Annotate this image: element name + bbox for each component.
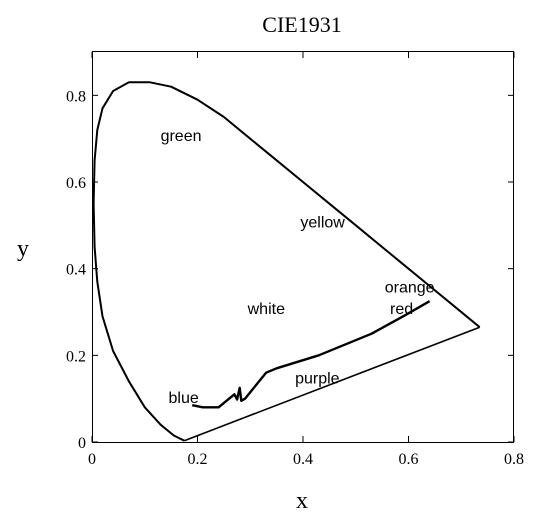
x-axis-label: x	[296, 488, 308, 514]
annotation-yellow: yellow	[300, 215, 345, 232]
series-layer	[92, 81, 481, 442]
y-tick-label: 0	[78, 435, 86, 452]
annotations: green yellow orange red white blue purple	[161, 128, 435, 407]
plot-frame	[92, 51, 514, 443]
x-tick-label: 0.2	[188, 451, 208, 468]
annotation-white: white	[247, 301, 285, 318]
annotation-orange: orange	[385, 280, 435, 297]
spectral-locus-line	[92, 81, 481, 442]
annotation-red: red	[390, 301, 413, 318]
axis-ticks: 0 0.2 0.4 0.6 0.8 0 0.2 0.4 0.6 0.8	[66, 52, 524, 468]
annotation-purple: purple	[295, 371, 340, 388]
x-tick-label: 0.4	[293, 451, 313, 468]
y-tick-label: 0.4	[66, 262, 86, 279]
chart-title: CIE1931	[262, 12, 341, 37]
y-tick-label: 0.8	[66, 88, 86, 105]
x-tick-label: 0.6	[399, 451, 419, 468]
y-axis-label: y	[17, 236, 29, 262]
y-tick-label: 0.6	[66, 175, 86, 192]
planckian-locus-line	[191, 300, 431, 409]
y-tick-label: 0.2	[66, 348, 86, 365]
annotation-green: green	[161, 128, 202, 145]
line-of-purples-line	[184, 326, 480, 442]
x-tick-label: 0	[88, 451, 96, 468]
annotation-blue: blue	[168, 390, 198, 407]
x-tick-label: 0.8	[504, 451, 524, 468]
